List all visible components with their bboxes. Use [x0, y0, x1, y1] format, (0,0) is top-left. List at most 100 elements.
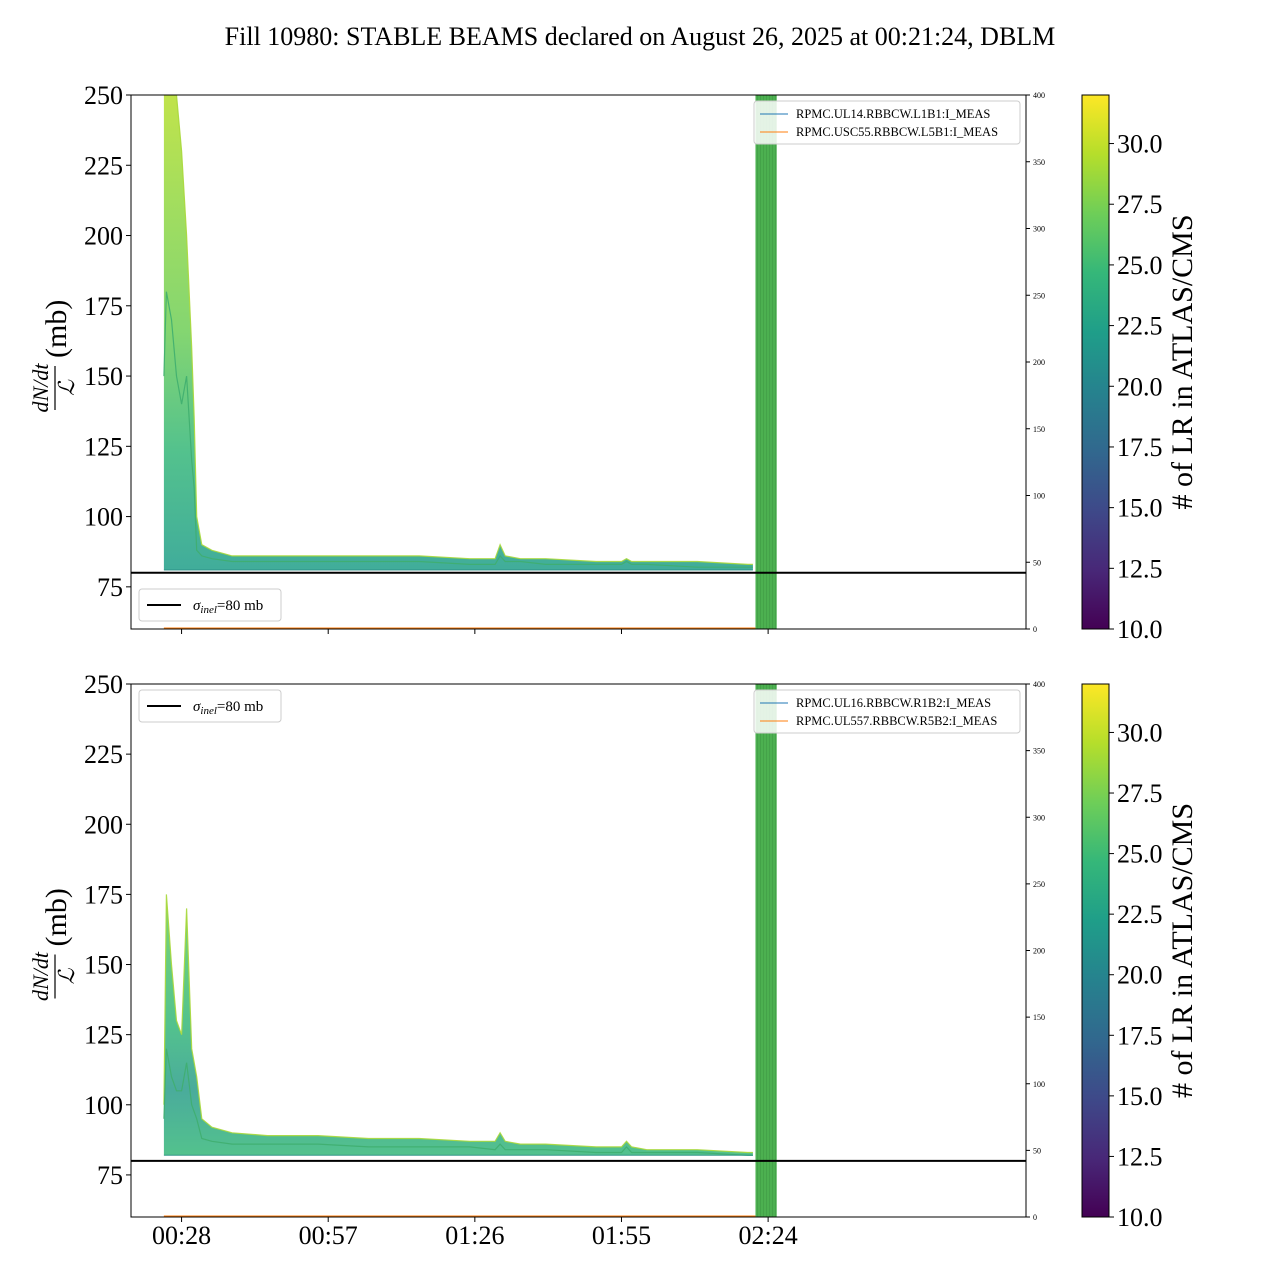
y-label-numerator: dN/dt: [28, 951, 53, 1001]
sigma-legend-label: σinel=80 mb: [193, 699, 263, 717]
data-envelope-fill: [163, 95, 753, 570]
colorbar-tick-label: 22.5: [1117, 900, 1163, 929]
right-y-tick-label: 50: [1033, 558, 1041, 567]
colorbar-tick-label: 30.0: [1117, 130, 1163, 159]
colorbar-gradient: [1081, 94, 1110, 630]
panel-bottom: 75 100 125 150 175 200 225 250 0 50 100 150 200 250 30…: [28, 670, 1199, 1250]
sigma-subscript: inel: [200, 705, 217, 717]
y-label-unit: (mb): [40, 888, 73, 946]
axes-frame: [130, 94, 1027, 630]
right-y-tick-label: 300: [1033, 225, 1045, 234]
x-tick-label: 00:57: [299, 1221, 358, 1250]
colorbar-tick-label: 10.0: [1117, 615, 1163, 644]
data-envelope-fill: [163, 894, 753, 1156]
chart-title: Fill 10980: STABLE BEAMS declared on Aug…: [225, 22, 1056, 51]
x-tick-label: 01:26: [445, 1221, 504, 1250]
y-tick-label: 125: [84, 432, 123, 461]
y-tick-label: 175: [84, 880, 123, 909]
series-legend: RPMC.UL14.RBBCW.L1B1:I_MEAS RPMC.USC55.RB…: [753, 100, 1021, 145]
series-legend-box: [753, 689, 1021, 734]
right-y-tick-label: 250: [1033, 291, 1045, 300]
sigma-value: =80 mb: [217, 699, 263, 715]
y-tick-label: 225: [84, 740, 123, 769]
y-tick-label: 125: [84, 1021, 123, 1050]
series-legend-label: RPMC.UL14.RBBCW.L1B1:I_MEAS: [796, 107, 990, 121]
y-tick-label: 100: [84, 503, 123, 532]
colorbar-tick-label: 17.5: [1117, 433, 1163, 462]
upper-envelope-line: [163, 894, 753, 1154]
series-legend-box: [753, 100, 1021, 145]
y-axis-label: dN/dt ℒ (mb): [28, 888, 79, 1001]
colorbar-tick-label: 15.0: [1117, 1082, 1163, 1111]
y-tick-label: 175: [84, 292, 123, 321]
colorbar-tick-label: 27.5: [1117, 779, 1163, 808]
colorbar: 10.0 12.5 15.0 17.5 20.0 22.5 25.0 27.5 30.0 # of…: [1081, 94, 1199, 644]
right-y-tick-label: 200: [1033, 947, 1045, 956]
right-y-tick-label: 0: [1033, 625, 1037, 634]
colorbar-tick-label: 12.5: [1117, 554, 1163, 583]
y-label-numerator: dN/dt: [28, 363, 53, 413]
right-y-tick-label: 350: [1033, 747, 1045, 756]
right-y-tick-label: 100: [1033, 1080, 1045, 1089]
sigma-symbol: σ: [193, 598, 201, 614]
y-tick-label: 200: [84, 810, 123, 839]
x-tick-label: 01:55: [592, 1221, 651, 1250]
y-tick-label: 250: [84, 81, 123, 110]
mid-envelope-line: [163, 1048, 753, 1156]
y-label-denominator: ℒ: [54, 379, 79, 396]
mid-envelope-line: [163, 291, 753, 568]
colorbar-tick-label: 22.5: [1117, 312, 1163, 341]
series-legend-label: RPMC.UL557.RBBCW.R5B2:I_MEAS: [796, 714, 997, 728]
current-band: [755, 684, 777, 1217]
sigma-legend-box: [138, 588, 282, 622]
y-axis-label: dN/dt ℒ (mb): [28, 300, 79, 413]
current-band: [755, 95, 777, 629]
right-y-tick-label: 100: [1033, 492, 1045, 501]
y-tick-label: 100: [84, 1091, 123, 1120]
series-legend-label: RPMC.UL16.RBBCW.R1B2:I_MEAS: [796, 696, 991, 710]
plot-area-1: [163, 684, 777, 1217]
y-tick-label: 75: [97, 1161, 123, 1190]
right-y-tick-label: 0: [1033, 1213, 1037, 1222]
colorbar-tick-label: 17.5: [1117, 1021, 1163, 1050]
colorbar-tick-label: 12.5: [1117, 1142, 1163, 1171]
right-y-tick-label: 300: [1033, 813, 1045, 822]
y-tick-label: 150: [84, 951, 123, 980]
colorbar-tick-label: 20.0: [1117, 372, 1163, 401]
right-y-tick-label: 250: [1033, 880, 1045, 889]
sigma-subscript: inel: [200, 604, 217, 616]
right-y-tick-label: 150: [1033, 425, 1045, 434]
plot-area-0: [163, 95, 777, 629]
colorbar-tick-label: 20.0: [1117, 961, 1163, 990]
sigma-legend: σinel=80 mb: [138, 689, 282, 723]
y-tick-label: 75: [97, 573, 123, 602]
y-tick-label: 150: [84, 362, 123, 391]
sigma-symbol: σ: [193, 699, 201, 715]
colorbar: 10.0 12.5 15.0 17.5 20.0 22.5 25.0 27.5 30.0 # of…: [1081, 683, 1199, 1232]
panel-top: 75 100 125 150 175 200 225 250 0 50 100 150 200 250 30…: [28, 81, 1199, 644]
upper-envelope-line: [163, 95, 753, 565]
colorbar-tick-label: 10.0: [1117, 1203, 1163, 1232]
x-tick-label: 02:24: [739, 1221, 798, 1250]
x-tick-label: 00:28: [152, 1221, 211, 1250]
colorbar-label: # of LR in ATLAS/CMS: [1166, 803, 1199, 1098]
colorbar-tick-label: 15.0: [1117, 494, 1163, 523]
sigma-legend-label: σinel=80 mb: [193, 598, 263, 616]
y-tick-label: 200: [84, 222, 123, 251]
sigma-legend: σinel=80 mb: [138, 588, 282, 622]
colorbar-tick-label: 27.5: [1117, 190, 1163, 219]
right-y-tick-label: 350: [1033, 158, 1045, 167]
series-legend-label: RPMC.USC55.RBBCW.L5B1:I_MEAS: [796, 125, 998, 139]
sigma-legend-box: [138, 689, 282, 723]
series-legend: RPMC.UL16.RBBCW.R1B2:I_MEAS RPMC.UL557.RB…: [753, 689, 1021, 734]
y-tick-label: 250: [84, 670, 123, 699]
y-label-denominator: ℒ: [54, 967, 79, 984]
y-tick-label: 225: [84, 151, 123, 180]
y-label-unit: (mb): [40, 300, 73, 358]
colorbar-tick-label: 25.0: [1117, 251, 1163, 280]
colorbar-label: # of LR in ATLAS/CMS: [1166, 214, 1199, 509]
colorbar-gradient: [1081, 683, 1110, 1218]
colorbar-tick-label: 25.0: [1117, 840, 1163, 869]
right-y-tick-label: 150: [1033, 1013, 1045, 1022]
